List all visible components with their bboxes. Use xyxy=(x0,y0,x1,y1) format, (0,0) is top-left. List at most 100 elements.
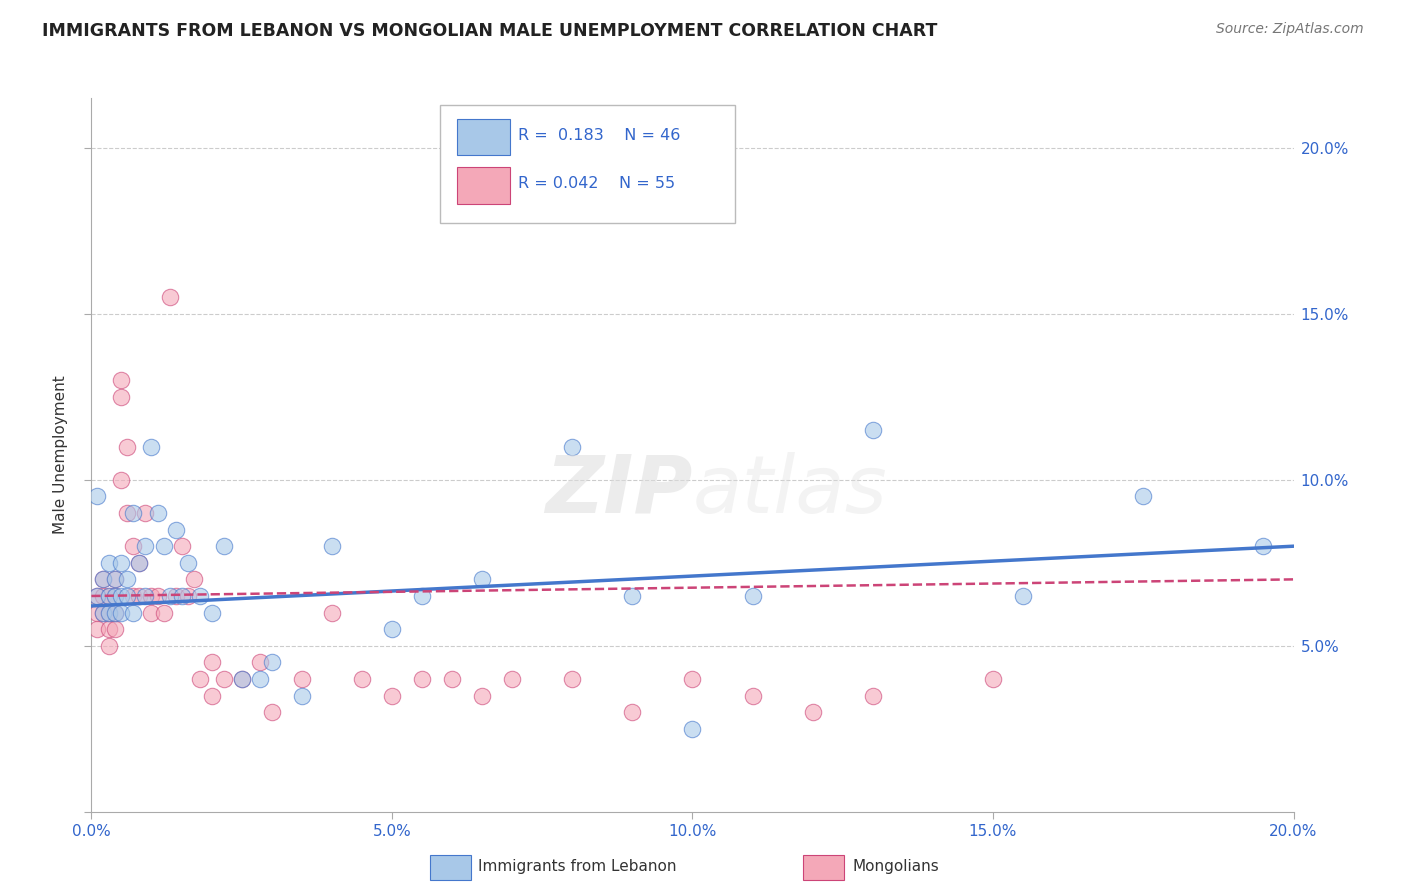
Point xyxy=(93,589,115,603)
Point xyxy=(86,490,108,504)
Point xyxy=(110,390,132,404)
Point xyxy=(170,539,193,553)
FancyBboxPatch shape xyxy=(430,855,471,880)
Point xyxy=(98,589,121,603)
Point xyxy=(350,672,373,686)
Text: R =  0.183    N = 46: R = 0.183 N = 46 xyxy=(519,128,681,143)
Point xyxy=(170,589,193,603)
Point xyxy=(110,473,132,487)
Point xyxy=(176,556,198,570)
Point xyxy=(141,606,163,620)
Text: R = 0.042    N = 55: R = 0.042 N = 55 xyxy=(519,177,675,191)
Point xyxy=(411,672,433,686)
Point xyxy=(741,689,763,703)
Point xyxy=(104,606,127,620)
Point xyxy=(152,606,174,620)
Point xyxy=(291,689,314,703)
Point xyxy=(471,689,494,703)
Point xyxy=(98,589,121,603)
Point xyxy=(291,672,314,686)
Point xyxy=(86,589,108,603)
Text: Mongolians: Mongolians xyxy=(852,859,939,874)
Point xyxy=(471,573,494,587)
Point xyxy=(152,539,174,553)
Point xyxy=(128,556,150,570)
Point xyxy=(231,672,253,686)
Point xyxy=(381,689,404,703)
Point xyxy=(122,506,145,520)
Point xyxy=(165,523,187,537)
Point xyxy=(110,373,132,387)
Point xyxy=(110,606,132,620)
Point xyxy=(110,589,132,603)
Point xyxy=(561,440,583,454)
Point xyxy=(104,589,127,603)
Point xyxy=(501,672,523,686)
Point xyxy=(681,722,703,736)
Point xyxy=(381,622,404,636)
Point xyxy=(98,639,121,653)
Point xyxy=(146,506,169,520)
Point xyxy=(98,622,121,636)
Point xyxy=(110,556,132,570)
Point xyxy=(201,689,224,703)
Point xyxy=(117,573,139,587)
Point xyxy=(104,606,127,620)
Point xyxy=(981,672,1004,686)
Point xyxy=(741,589,763,603)
Point xyxy=(93,606,115,620)
Point xyxy=(134,589,156,603)
Point xyxy=(117,589,139,603)
Point xyxy=(183,573,205,587)
Text: ZIP: ZIP xyxy=(546,451,692,530)
Point xyxy=(122,539,145,553)
Point xyxy=(104,622,127,636)
Point xyxy=(231,672,253,686)
Point xyxy=(201,606,224,620)
Point xyxy=(862,423,884,437)
Point xyxy=(1132,490,1154,504)
Point xyxy=(159,589,181,603)
Point xyxy=(260,656,283,670)
Point xyxy=(128,556,150,570)
Point xyxy=(146,589,169,603)
Point xyxy=(98,556,121,570)
Point xyxy=(98,606,121,620)
Point xyxy=(561,672,583,686)
Point xyxy=(104,573,127,587)
Point xyxy=(212,672,235,686)
Point xyxy=(104,589,127,603)
Point xyxy=(93,606,115,620)
Point xyxy=(201,656,224,670)
Point xyxy=(141,440,163,454)
Point xyxy=(681,672,703,686)
Point xyxy=(411,589,433,603)
Point xyxy=(440,672,463,686)
FancyBboxPatch shape xyxy=(440,105,734,223)
Point xyxy=(260,705,283,719)
Point xyxy=(321,539,343,553)
Point xyxy=(188,672,211,686)
Point xyxy=(621,589,644,603)
Point xyxy=(134,506,156,520)
Point xyxy=(862,689,884,703)
Point xyxy=(1253,539,1275,553)
Point xyxy=(621,705,644,719)
Point xyxy=(128,589,150,603)
Point xyxy=(321,606,343,620)
Point xyxy=(212,539,235,553)
FancyBboxPatch shape xyxy=(457,119,510,155)
FancyBboxPatch shape xyxy=(457,168,510,203)
Text: IMMIGRANTS FROM LEBANON VS MONGOLIAN MALE UNEMPLOYMENT CORRELATION CHART: IMMIGRANTS FROM LEBANON VS MONGOLIAN MAL… xyxy=(42,22,938,40)
Point xyxy=(249,672,271,686)
Point xyxy=(117,506,139,520)
Text: Source: ZipAtlas.com: Source: ZipAtlas.com xyxy=(1216,22,1364,37)
Point xyxy=(86,589,108,603)
Point xyxy=(93,573,115,587)
Point xyxy=(188,589,211,603)
Point xyxy=(176,589,198,603)
Point xyxy=(117,440,139,454)
Point xyxy=(159,290,181,304)
Point xyxy=(801,705,824,719)
Point xyxy=(122,589,145,603)
